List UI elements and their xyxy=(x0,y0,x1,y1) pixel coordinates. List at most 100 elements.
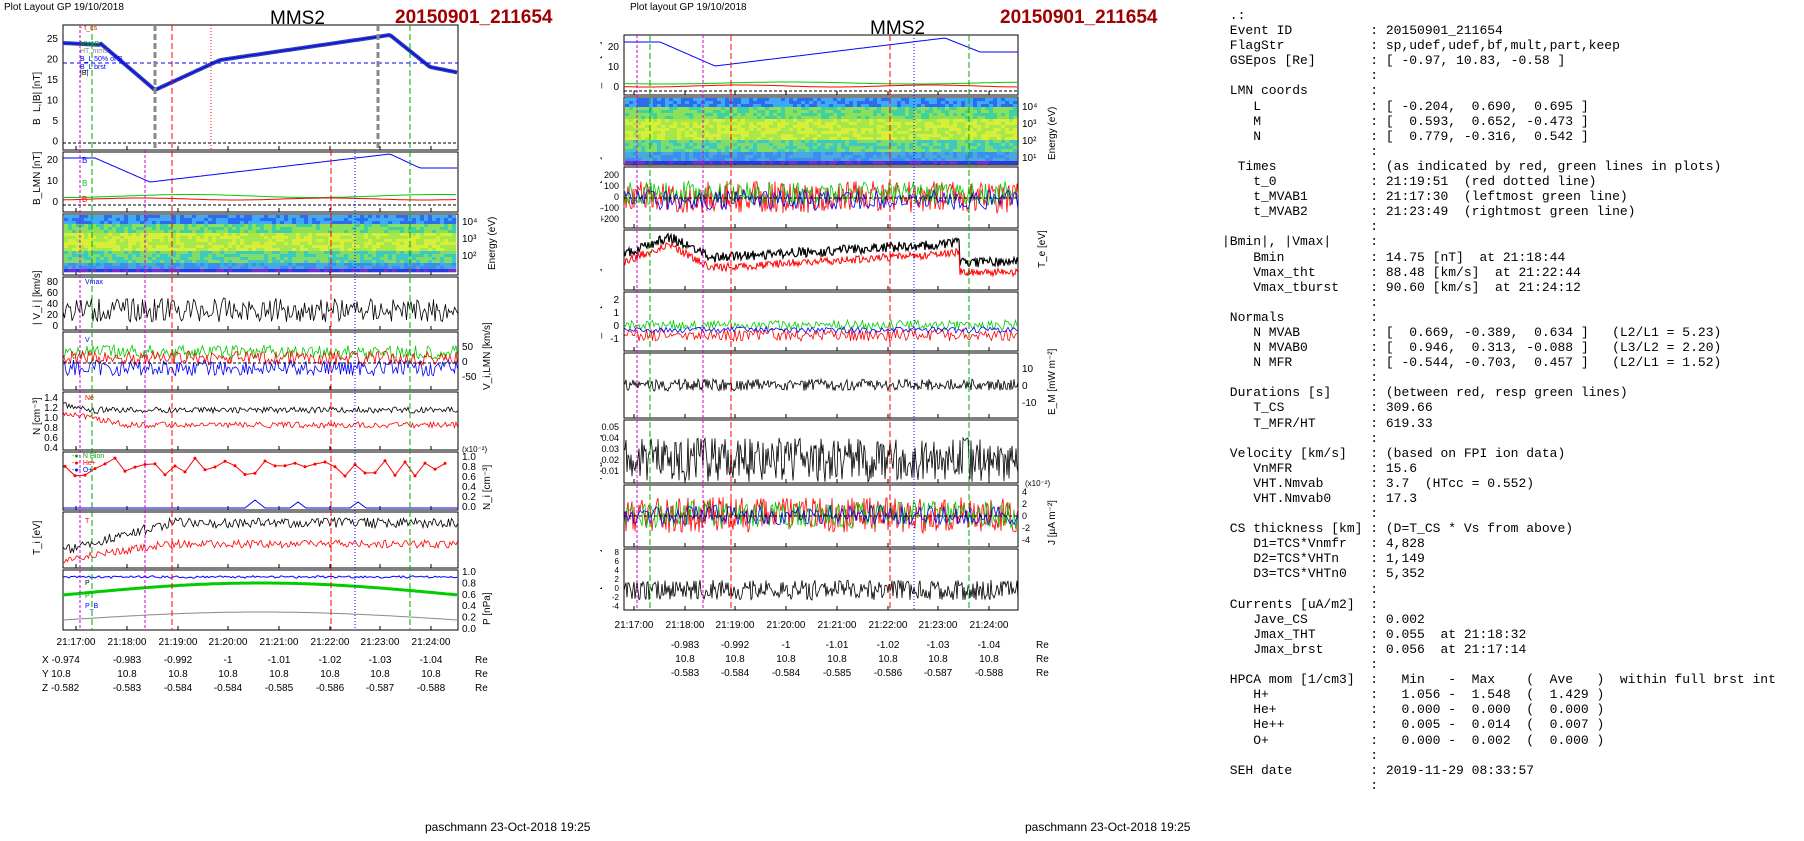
info-line: t_0 : 21:19:51 (red dotted line) xyxy=(1222,174,1776,189)
info-key: LMN coords xyxy=(1222,83,1363,99)
panel-frame xyxy=(623,34,1019,96)
series-line-Tpar xyxy=(62,538,458,564)
legend-entry: Vmax xyxy=(85,279,103,286)
info-value: : xyxy=(1362,83,1386,99)
y-axis-label: N [cm⁻³] xyxy=(32,397,43,435)
pos-value: -0.983 xyxy=(671,640,700,651)
y-axis-label: E_M [mW m⁻²] xyxy=(1047,348,1058,415)
time-label: 21:24:00 xyxy=(970,620,1009,631)
panel-frame xyxy=(62,569,459,631)
legend-entry: B xyxy=(82,179,87,188)
pos-value: 10.8 xyxy=(168,669,188,680)
y-tick-label: 1.0 xyxy=(44,413,58,424)
info-line: : xyxy=(1222,370,1776,385)
panel-frame xyxy=(62,151,459,213)
time-label: 21:22:00 xyxy=(311,637,350,648)
info-line: : xyxy=(1222,748,1776,763)
info-value: : 2019-11-29 08:33:57 xyxy=(1362,762,1535,778)
pos-value: 10.8 xyxy=(928,654,948,665)
pos-value: -0.583 xyxy=(671,668,700,679)
pos-value: 10.8 xyxy=(269,669,289,680)
info-value: : 0.000 - 0.000 ( 0.000 ) xyxy=(1362,702,1605,718)
y-tick-label: 0.8 xyxy=(462,578,476,589)
info-line: VnMFR : 15.6 xyxy=(1222,461,1776,476)
pos-row-label: X -0.974 xyxy=(42,655,80,666)
y-axis-label: Energy (eV) xyxy=(1047,107,1058,160)
info-value: : [ 0.779, -0.316, 0.542 ] xyxy=(1362,128,1589,144)
series-line-BM xyxy=(63,194,456,198)
info-line: VHT.Nmvab : 3.7 (HTcc = 0.552) xyxy=(1222,476,1776,491)
info-line: Times : (as indicated by red, green line… xyxy=(1222,159,1776,174)
time-label: 21:18:00 xyxy=(108,637,147,648)
info-line: LMN coords : xyxy=(1222,83,1776,98)
pos-value: -0.584 xyxy=(721,668,750,679)
legend-entry: B xyxy=(82,156,87,165)
y-tick-label: -4 xyxy=(612,602,620,611)
time-label: 21:23:00 xyxy=(919,620,958,631)
left-header: Plot Layout GP 19/10/2018 xyxy=(4,2,124,13)
y-tick-label: 0.4 xyxy=(44,443,58,454)
pos-value: 10.8 xyxy=(776,654,796,665)
legend-entry: HT, mms xyxy=(80,48,108,55)
left-footer: paschmann 23-Oct-2018 19:25 xyxy=(425,820,591,834)
info-line: VHT.Nmvab0 : 17.3 xyxy=(1222,491,1776,506)
info-line: Bmin : 14.75 [nT] at 21:18:44 xyxy=(1222,250,1776,265)
y-axis-label: N_i [cm⁻³] xyxy=(482,465,493,511)
series-line-BL xyxy=(62,34,458,91)
info-value: : (D=T_CS * Vs from above) xyxy=(1362,521,1574,537)
y-tick-label: 0.8 xyxy=(44,423,58,434)
series-line-JN xyxy=(623,497,1019,535)
y-tick-label: 0.8 xyxy=(462,462,476,473)
y-axis-label: |J| [µA/m²] xyxy=(600,434,603,480)
pos-value: -0.583 xyxy=(113,683,142,694)
legend-entry: -●- O+ xyxy=(72,467,92,474)
time-label: 21:20:00 xyxy=(767,620,806,631)
info-key: |Bmin|, |Vmax| xyxy=(1222,234,1363,250)
series-line-BL xyxy=(624,37,1018,67)
y-axis-label: B_LMN [nT] xyxy=(32,151,43,205)
info-value: : (between red, resp green lines) xyxy=(1362,385,1628,401)
panel-frame xyxy=(623,352,1019,419)
y-axis-label: J [µA m⁻²] xyxy=(1047,500,1058,545)
info-key: Jmax_THT xyxy=(1222,626,1363,642)
series-line-BM xyxy=(624,81,1017,85)
y-tick-label: 10² xyxy=(1022,136,1037,147)
info-key: M xyxy=(1222,113,1363,129)
pos-value: -0.584 xyxy=(214,683,243,694)
series-line-BL xyxy=(63,153,457,183)
info-value: : 0.000 - 0.002 ( 0.000 ) xyxy=(1362,732,1605,748)
y-tick-label: 0 xyxy=(52,197,58,208)
info-line: N MVAB0 : [ 0.946, 0.313, -0.088 ] (L3/L… xyxy=(1222,340,1776,355)
info-value: : xyxy=(1362,309,1386,325)
pos-value: -1.02 xyxy=(877,640,900,651)
info-line: He++ : 0.005 - 0.014 ( 0.007 ) xyxy=(1222,717,1776,732)
y-tick-label: 0.6 xyxy=(462,590,476,601)
pos-value: -0.983 xyxy=(113,655,142,666)
info-value: : 3.7 (HTcc = 0.552) xyxy=(1362,475,1535,491)
y-tick-label: 0 xyxy=(1022,511,1027,521)
y-axis-label: T_e [eV] xyxy=(1037,230,1048,268)
info-value: : 1.056 - 1.548 ( 1.429 ) xyxy=(1362,687,1605,703)
info-value: : 21:19:51 (red dotted line) xyxy=(1362,174,1597,190)
y-axis-label: J*E' [nW m⁻³] xyxy=(600,549,603,610)
pos-value: 10.8 xyxy=(725,654,745,665)
info-key xyxy=(1222,506,1362,521)
y-tick-label: 10⁴ xyxy=(462,217,477,228)
y-tick-label: 4 xyxy=(615,566,620,575)
info-line: : xyxy=(1222,582,1776,597)
info-key: t_MVAB1 xyxy=(1222,189,1363,205)
right-header: Plot layout GP 19/10/2018 xyxy=(630,2,747,13)
legend-entry: MVAB xyxy=(80,41,100,48)
info-key: L xyxy=(1222,98,1363,114)
info-value: : xyxy=(1362,747,1386,763)
time-label: 21:20:00 xyxy=(209,637,248,648)
y-tick-label: 0 xyxy=(462,357,468,368)
y-tick-label: -100 xyxy=(601,203,619,213)
pos-value: 10.8 xyxy=(675,654,695,665)
info-value: : 90.60 [km/s] at 21:24:12 xyxy=(1362,279,1581,295)
info-key: GSEpos [Re] xyxy=(1222,53,1363,69)
info-key: Velocity [km/s] xyxy=(1222,445,1363,461)
pos-value: -0.585 xyxy=(823,668,852,679)
info-value: : xyxy=(1362,777,1386,793)
